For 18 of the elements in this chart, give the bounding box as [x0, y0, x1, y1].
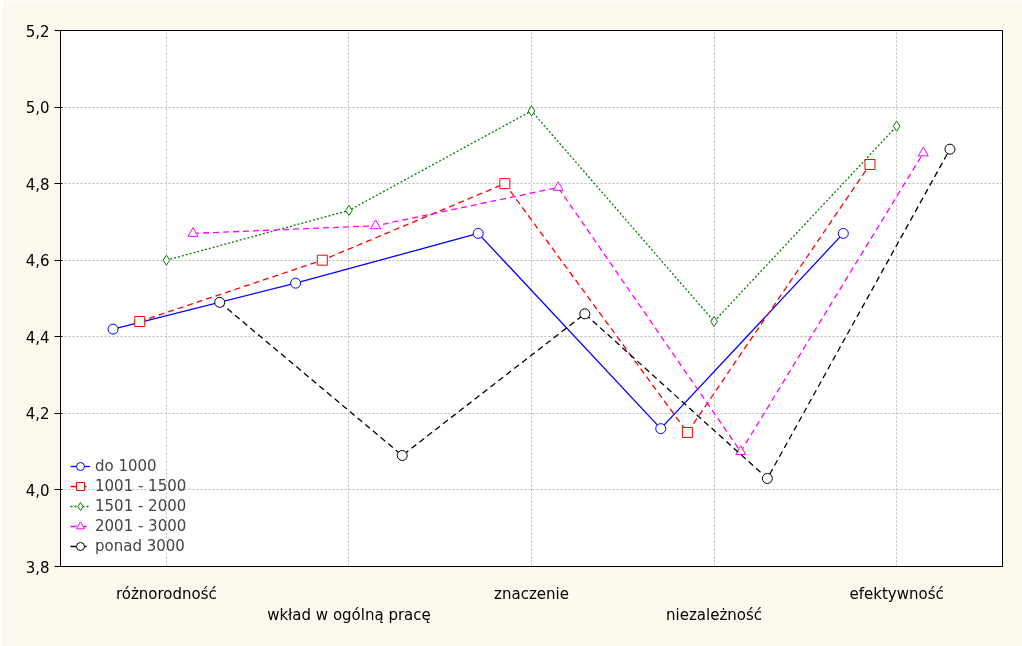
y-tick-label: 4,0: [25, 481, 50, 500]
x-tick-label: znaczenie: [494, 584, 569, 603]
legend-label: do 1000: [95, 457, 157, 475]
x-tick-label: niezależność: [666, 606, 763, 625]
y-tick-label: 4,4: [25, 328, 50, 347]
y-tick-label: 4,6: [25, 252, 50, 271]
y-tick-label: 3,8: [25, 558, 50, 577]
x-tick-label: różnorodność: [115, 584, 217, 603]
y-tick-label: 5,0: [25, 99, 50, 118]
x-tick-label: wkład w ogólną pracę: [267, 606, 431, 625]
y-tick-label: 4,2: [25, 405, 50, 424]
legend-label: 1001 - 1500: [95, 477, 187, 495]
legend-label: 1501 - 2000: [95, 497, 187, 515]
legend-label: ponad 3000: [95, 537, 185, 555]
y-tick-label: 4,8: [25, 175, 50, 194]
y-tick-label: 5,2: [25, 22, 50, 41]
x-tick-label: efektywność: [849, 584, 944, 603]
legend-label: 2001 - 3000: [95, 517, 187, 535]
